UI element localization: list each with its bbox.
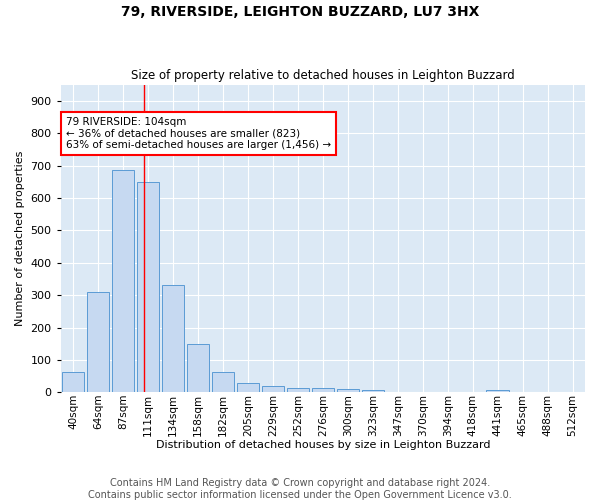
Text: 79 RIVERSIDE: 104sqm
← 36% of detached houses are smaller (823)
63% of semi-deta: 79 RIVERSIDE: 104sqm ← 36% of detached h…	[66, 117, 331, 150]
Bar	[337, 389, 359, 392]
Bar	[212, 372, 234, 392]
Bar	[137, 182, 160, 392]
X-axis label: Distribution of detached houses by size in Leighton Buzzard: Distribution of detached houses by size …	[155, 440, 490, 450]
Bar	[487, 390, 509, 392]
Title: Size of property relative to detached houses in Leighton Buzzard: Size of property relative to detached ho…	[131, 69, 515, 82]
Bar	[112, 170, 134, 392]
Bar	[62, 372, 85, 392]
Bar	[237, 382, 259, 392]
Bar	[262, 386, 284, 392]
Bar	[287, 388, 309, 392]
Bar	[311, 388, 334, 392]
Bar	[187, 344, 209, 392]
Y-axis label: Number of detached properties: Number of detached properties	[15, 151, 25, 326]
Bar	[362, 390, 384, 392]
Bar	[162, 286, 184, 393]
Bar	[87, 292, 109, 392]
Text: 79, RIVERSIDE, LEIGHTON BUZZARD, LU7 3HX: 79, RIVERSIDE, LEIGHTON BUZZARD, LU7 3HX	[121, 5, 479, 19]
Text: Contains HM Land Registry data © Crown copyright and database right 2024.
Contai: Contains HM Land Registry data © Crown c…	[88, 478, 512, 500]
